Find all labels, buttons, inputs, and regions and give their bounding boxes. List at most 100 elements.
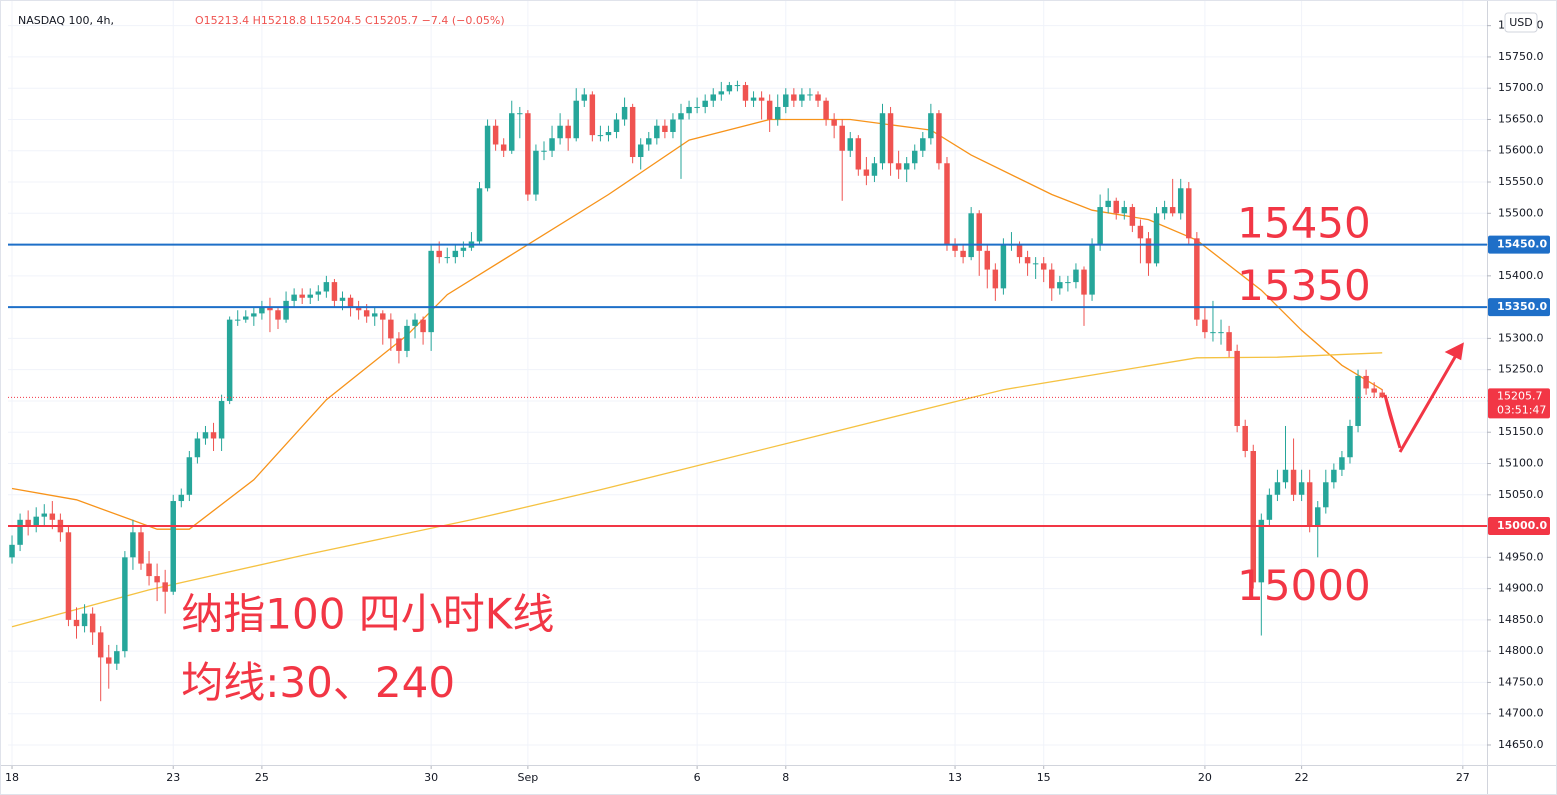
candle-body — [226, 319, 233, 401]
candle-body — [1274, 482, 1281, 495]
candle-body — [944, 163, 950, 245]
candle-body — [557, 125, 563, 139]
currency-button[interactable] — [1504, 12, 1538, 33]
candle-body — [928, 113, 934, 139]
candle-body — [1363, 375, 1369, 389]
candle-body — [1234, 350, 1240, 426]
y-tick-label: 15700.0 — [1498, 81, 1544, 94]
candle-body — [815, 94, 821, 101]
candle-body — [130, 532, 136, 558]
candle-body — [1040, 263, 1047, 270]
candle-body — [646, 138, 652, 145]
candle-body — [380, 313, 386, 320]
candle-body — [887, 113, 894, 164]
candle-body — [694, 106, 700, 108]
candle-body — [992, 269, 999, 289]
candle-body — [1177, 188, 1184, 214]
candle-body — [1202, 319, 1208, 333]
y-tick-label: 15500.0 — [1498, 206, 1544, 219]
candle-body — [1218, 332, 1224, 334]
y-tick-label: 15300.0 — [1498, 331, 1544, 344]
text-annotation: 15000 — [1237, 561, 1371, 610]
candle-body — [1250, 450, 1257, 583]
candle-body — [388, 319, 394, 339]
y-tick-label: 14750.0 — [1498, 675, 1544, 688]
candle-body — [1057, 282, 1063, 289]
candle-body — [243, 316, 249, 320]
candle-body — [323, 282, 330, 292]
candle-body — [1315, 507, 1321, 527]
candle-body — [1355, 375, 1361, 426]
candle-body — [855, 138, 862, 170]
candle-body — [41, 513, 48, 517]
candle-body — [976, 213, 982, 251]
x-tick-label: 6 — [694, 771, 701, 784]
candle-body — [1226, 332, 1232, 351]
candle-body — [436, 250, 442, 258]
candle-body — [1137, 225, 1144, 239]
candle-body — [404, 325, 410, 351]
candle-body — [807, 94, 813, 96]
candle-body — [299, 294, 305, 298]
candle-body — [573, 100, 579, 139]
candle-body — [65, 532, 72, 620]
candle-body — [1331, 469, 1337, 483]
candle-body — [420, 319, 426, 333]
candle-body — [742, 85, 749, 101]
candle-body — [33, 516, 39, 527]
candle-body — [1121, 207, 1128, 214]
candle-body — [452, 250, 459, 258]
y-tick-label: 15150.0 — [1498, 425, 1544, 438]
candle-body — [621, 106, 628, 120]
candle-body — [1194, 238, 1200, 320]
candle-body — [291, 294, 297, 301]
candle-body — [637, 144, 644, 158]
candle-body — [347, 297, 354, 308]
candle-body — [678, 113, 684, 120]
candle-body — [363, 310, 370, 317]
candle-body — [1024, 257, 1031, 264]
level-label: 15350.0 — [1497, 300, 1547, 313]
candle-body — [1258, 519, 1265, 583]
candle-body — [1379, 392, 1385, 398]
candle-body — [1290, 469, 1297, 495]
candle-body — [1169, 207, 1176, 214]
candle-body — [1145, 238, 1152, 264]
y-tick-label: 14950.0 — [1498, 550, 1544, 563]
currency-label[interactable]: USD — [1509, 16, 1533, 29]
candle-body — [412, 319, 418, 326]
candle-body — [1089, 244, 1095, 295]
y-tick-label: 15550.0 — [1498, 175, 1544, 188]
candle-body — [831, 119, 837, 126]
y-tick-label: 14800.0 — [1498, 644, 1544, 657]
x-tick-label: 25 — [255, 771, 269, 784]
y-tick-label: 14650.0 — [1498, 738, 1544, 751]
x-tick-label: 22 — [1295, 771, 1309, 784]
candle-body — [49, 513, 56, 520]
candle-body — [968, 213, 974, 258]
candle-body — [605, 131, 612, 136]
candle-body — [371, 313, 378, 317]
candle-body — [758, 97, 765, 101]
candle-body — [1306, 482, 1313, 527]
candle-body — [766, 100, 773, 120]
level-label: 15000.0 — [1497, 519, 1547, 532]
arrow-annotation — [1383, 342, 1464, 453]
x-tick-label: 13 — [948, 771, 962, 784]
candle-body — [839, 125, 845, 151]
candle-body — [662, 125, 668, 132]
countdown-label: 03:51:47 — [1497, 403, 1546, 416]
candle-body — [460, 247, 467, 251]
text-annotation: 均线:30、240 — [181, 658, 455, 707]
candle-body — [259, 307, 265, 314]
candle-body — [89, 613, 96, 633]
candle-body — [106, 657, 112, 664]
text-annotation: 15450 — [1237, 198, 1371, 247]
level-label: 15450.0 — [1497, 238, 1547, 251]
candle-body — [670, 119, 676, 132]
candle-body — [734, 85, 741, 87]
candle-body — [823, 100, 829, 120]
candle-body — [871, 163, 878, 176]
